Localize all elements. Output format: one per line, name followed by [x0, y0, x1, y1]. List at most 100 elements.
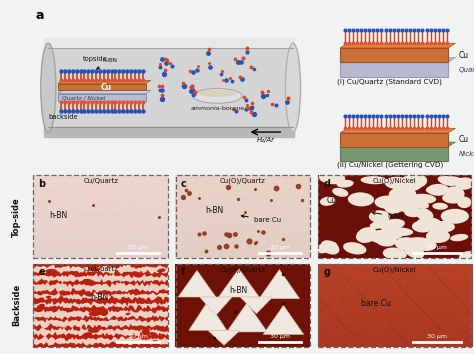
- Text: Nickel: Nickel: [458, 151, 474, 157]
- Polygon shape: [58, 80, 151, 84]
- Text: h-BN: h-BN: [90, 292, 108, 302]
- Text: Cu(O)/Nickel: Cu(O)/Nickel: [373, 178, 417, 184]
- Polygon shape: [58, 90, 151, 93]
- Text: Cu/Quartz: Cu/Quartz: [83, 178, 118, 184]
- Ellipse shape: [332, 188, 348, 197]
- Polygon shape: [340, 128, 456, 133]
- Polygon shape: [200, 297, 232, 315]
- Ellipse shape: [386, 227, 413, 236]
- Ellipse shape: [37, 304, 45, 310]
- Ellipse shape: [433, 221, 452, 231]
- Ellipse shape: [337, 180, 354, 188]
- Text: ammonia-borane: ammonia-borane: [191, 107, 245, 112]
- Ellipse shape: [426, 186, 439, 194]
- Ellipse shape: [152, 309, 156, 313]
- Ellipse shape: [369, 210, 390, 223]
- Ellipse shape: [132, 271, 142, 278]
- Ellipse shape: [445, 186, 465, 200]
- Text: Quartz / Nickel: Quartz / Nickel: [62, 95, 105, 100]
- Ellipse shape: [380, 219, 405, 230]
- Polygon shape: [208, 330, 240, 345]
- Text: Top-side: Top-side: [12, 197, 21, 237]
- Polygon shape: [33, 301, 168, 310]
- Text: (ii) Cu/Nickel (Gettering CVD): (ii) Cu/Nickel (Gettering CVD): [337, 162, 444, 168]
- Polygon shape: [340, 142, 456, 147]
- Text: backside: backside: [48, 114, 78, 120]
- Text: Cu(O)/Nickel: Cu(O)/Nickel: [373, 266, 417, 273]
- Ellipse shape: [88, 266, 100, 272]
- Text: e: e: [38, 267, 45, 277]
- Ellipse shape: [459, 251, 474, 261]
- Ellipse shape: [41, 43, 56, 132]
- Polygon shape: [33, 291, 168, 301]
- Ellipse shape: [343, 242, 366, 255]
- Ellipse shape: [370, 221, 386, 229]
- Polygon shape: [33, 282, 168, 293]
- Ellipse shape: [83, 291, 92, 297]
- Text: a: a: [36, 8, 45, 22]
- Text: topside: topside: [82, 56, 108, 62]
- Ellipse shape: [457, 196, 471, 208]
- FancyBboxPatch shape: [340, 48, 448, 62]
- Polygon shape: [33, 273, 168, 284]
- Text: h-BN: h-BN: [229, 286, 248, 295]
- Text: 30 μm: 30 μm: [427, 245, 447, 250]
- Text: Cu: Cu: [458, 135, 468, 144]
- Ellipse shape: [158, 327, 169, 332]
- Text: h-BN: h-BN: [205, 206, 223, 215]
- Ellipse shape: [152, 340, 160, 347]
- Text: (i) Cu/Quartz (Standard CVD): (i) Cu/Quartz (Standard CVD): [337, 78, 442, 85]
- Ellipse shape: [383, 247, 407, 260]
- FancyBboxPatch shape: [44, 48, 294, 127]
- Ellipse shape: [81, 332, 92, 339]
- Polygon shape: [340, 43, 456, 48]
- Polygon shape: [219, 269, 259, 297]
- Ellipse shape: [368, 230, 394, 243]
- Ellipse shape: [88, 328, 100, 333]
- Text: h-BN: h-BN: [49, 211, 68, 220]
- Ellipse shape: [374, 195, 404, 209]
- Text: h-BN: h-BN: [97, 58, 117, 69]
- Polygon shape: [33, 318, 168, 329]
- Ellipse shape: [412, 238, 437, 251]
- Polygon shape: [33, 264, 168, 274]
- Ellipse shape: [426, 229, 450, 243]
- Ellipse shape: [128, 306, 133, 310]
- Ellipse shape: [392, 198, 420, 212]
- Ellipse shape: [393, 178, 422, 192]
- Ellipse shape: [384, 199, 403, 214]
- Ellipse shape: [427, 184, 449, 196]
- FancyBboxPatch shape: [340, 62, 448, 78]
- Polygon shape: [33, 308, 168, 320]
- Polygon shape: [240, 297, 273, 314]
- Ellipse shape: [450, 234, 468, 241]
- Ellipse shape: [389, 187, 416, 201]
- Polygon shape: [259, 269, 300, 299]
- Text: g: g: [324, 267, 331, 277]
- Ellipse shape: [374, 233, 397, 246]
- Ellipse shape: [356, 227, 377, 243]
- Polygon shape: [189, 301, 227, 330]
- Text: Cu: Cu: [327, 196, 337, 205]
- Ellipse shape: [401, 174, 427, 189]
- Ellipse shape: [89, 310, 102, 316]
- Ellipse shape: [406, 237, 431, 246]
- FancyBboxPatch shape: [58, 84, 146, 90]
- Ellipse shape: [192, 88, 242, 103]
- Ellipse shape: [285, 43, 301, 132]
- Ellipse shape: [382, 229, 403, 240]
- Text: Cu: Cu: [101, 83, 112, 92]
- Ellipse shape: [82, 279, 96, 286]
- Polygon shape: [227, 303, 267, 332]
- Ellipse shape: [413, 201, 429, 209]
- Ellipse shape: [320, 196, 336, 206]
- Text: 30 μm: 30 μm: [128, 333, 148, 338]
- Text: 30 μm: 30 μm: [270, 245, 290, 250]
- Ellipse shape: [404, 244, 424, 259]
- Ellipse shape: [126, 313, 130, 315]
- Text: bare Cu: bare Cu: [361, 299, 391, 308]
- Text: bare Cu: bare Cu: [241, 215, 281, 223]
- Text: 30 μm: 30 μm: [427, 333, 447, 338]
- Text: 30 μm: 30 μm: [128, 245, 148, 250]
- Ellipse shape: [395, 237, 419, 251]
